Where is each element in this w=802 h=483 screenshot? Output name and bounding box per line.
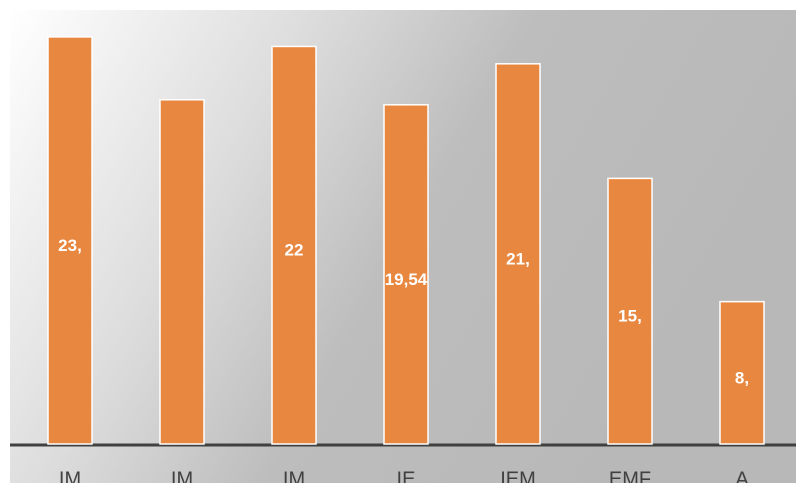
x-tick-label: IEM	[500, 468, 536, 483]
data-label: 8,	[735, 368, 749, 387]
bar	[495, 63, 541, 445]
bar	[47, 36, 93, 445]
data-label: 21,	[506, 249, 530, 268]
data-label: 22	[285, 241, 304, 260]
x-tick-label: A	[735, 468, 749, 483]
x-tick-label: IM	[283, 468, 305, 483]
bar	[607, 177, 653, 445]
bar	[719, 300, 765, 445]
bar	[271, 45, 317, 445]
x-tick-label: IE	[397, 468, 416, 483]
x-tick-label: IM	[59, 468, 81, 483]
bar	[383, 104, 429, 445]
data-label: 19,54	[385, 270, 428, 289]
x-tick-label: IM	[171, 468, 193, 483]
data-label: 23,	[58, 236, 82, 255]
data-label: 15,	[618, 307, 642, 326]
bar	[159, 99, 205, 445]
x-tick-label: EMF	[609, 468, 651, 483]
